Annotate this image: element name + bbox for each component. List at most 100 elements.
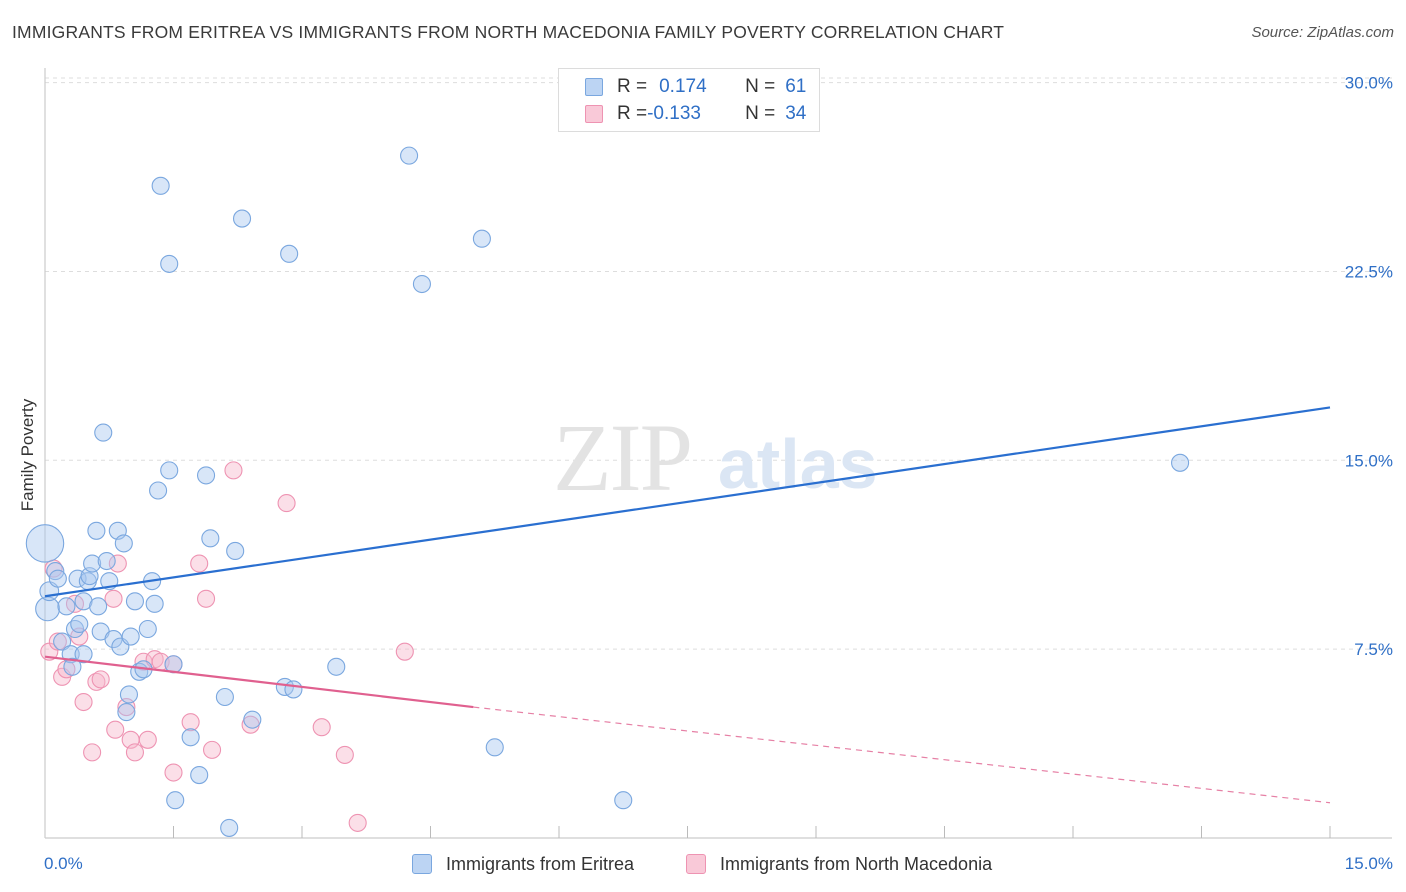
blue-data-point xyxy=(1171,453,1190,472)
pink-data-point xyxy=(164,763,183,782)
y-tick-label: 7.5% xyxy=(1354,640,1393,659)
legend-r-value: -0.133 xyxy=(647,103,701,124)
blue-data-point xyxy=(74,645,93,664)
pink-data-point xyxy=(48,632,67,651)
legend-n-value: 34 xyxy=(785,103,807,124)
correlation-legend: R = 0.174 N = 61 R = -0.133 N = 34 xyxy=(558,68,820,132)
pink-data-point xyxy=(91,670,110,689)
pink-data-point xyxy=(312,718,331,737)
watermark-atlas: atlas xyxy=(718,425,878,503)
series-legend: Immigrants from Eritrea Immigrants from … xyxy=(0,850,1406,880)
pink-data-point xyxy=(203,740,222,759)
pink-data-point xyxy=(108,554,127,573)
pink-data-point xyxy=(106,720,125,739)
blue-data-point xyxy=(151,176,170,195)
legend-row-eritrea: R = 0.174 N = 61 xyxy=(585,75,806,99)
blue-data-point xyxy=(181,728,200,747)
pink-data-point xyxy=(125,743,144,762)
pink-data-point xyxy=(335,745,354,764)
chart-title: IMMIGRANTS FROM ERITREA VS IMMIGRANTS FR… xyxy=(12,22,1005,42)
blue-data-point xyxy=(121,627,140,646)
blue-data-point xyxy=(149,481,168,500)
pink-data-point xyxy=(104,589,123,608)
pink-data-point xyxy=(197,589,216,608)
legend-swatch-blue xyxy=(585,78,603,96)
blue-data-point xyxy=(145,594,164,613)
legend-swatch-pink xyxy=(585,105,603,123)
watermark-zip: ZIP xyxy=(553,404,691,511)
blue-data-point xyxy=(97,551,116,571)
y-tick-label: 30.0% xyxy=(1345,74,1393,93)
x-tick-label-min: 0.0% xyxy=(44,854,83,873)
blue-data-point xyxy=(63,657,82,676)
legend-n-value: 61 xyxy=(785,76,807,97)
pink-data-point xyxy=(395,642,414,661)
legend-item-eritrea[interactable]: Immigrants from Eritrea xyxy=(412,850,634,878)
legend-r-label: R = xyxy=(617,103,648,124)
macedonia-trend-line xyxy=(44,655,474,709)
legend-swatch-pink xyxy=(686,854,706,874)
blue-data-point xyxy=(83,554,102,573)
blue-data-point xyxy=(114,534,133,553)
blue-data-point xyxy=(87,521,106,540)
pink-data-point xyxy=(138,730,157,749)
trend-lines xyxy=(44,406,1331,804)
pink-data-point xyxy=(348,813,367,832)
legend-n-label: N = xyxy=(745,76,776,97)
pink-data-point xyxy=(277,494,296,513)
tick-labels: 7.5% 15.0% 22.5% 30.0% 0.0% 15.0% xyxy=(44,74,1393,873)
grid-layer xyxy=(45,77,1392,650)
blue-data-point xyxy=(232,209,252,228)
legend-r-label: R = xyxy=(617,76,648,97)
blue-data-point xyxy=(57,597,76,616)
y-tick-label: 22.5% xyxy=(1345,262,1393,281)
blue-data-point xyxy=(485,738,504,757)
blue-data-point xyxy=(190,765,209,785)
blue-series-points xyxy=(25,146,1190,837)
blue-data-point xyxy=(117,703,136,722)
blue-data-point xyxy=(119,685,139,704)
blue-data-point xyxy=(400,146,419,165)
axis-layer xyxy=(44,68,1392,839)
blue-data-point xyxy=(48,569,67,588)
legend-row-macedonia: R = -0.133 N = 34 xyxy=(585,102,806,126)
watermark: ZIP atlas xyxy=(553,404,878,511)
blue-data-point xyxy=(138,619,157,639)
blue-data-point xyxy=(68,569,87,588)
legend-label-macedonia: Immigrants from North Macedonia xyxy=(720,853,993,874)
blue-data-point xyxy=(125,592,144,611)
legend-item-macedonia[interactable]: Immigrants from North Macedonia xyxy=(686,850,992,878)
pink-data-point xyxy=(224,461,243,480)
pink-data-point xyxy=(181,713,200,732)
pink-data-point xyxy=(190,554,209,573)
blue-data-point xyxy=(614,791,633,810)
blue-data-point xyxy=(74,592,93,611)
blue-data-point xyxy=(226,541,245,560)
legend-label-eritrea: Immigrants from Eritrea xyxy=(446,853,635,874)
blue-data-point xyxy=(25,524,65,563)
blue-data-point xyxy=(280,244,299,263)
legend-r-value: 0.174 xyxy=(659,76,707,97)
pink-data-point xyxy=(83,743,102,762)
x-tick-label-max: 15.0% xyxy=(1345,854,1393,873)
blue-data-point xyxy=(284,680,303,699)
blue-data-point xyxy=(94,423,113,442)
blue-data-point xyxy=(472,229,491,248)
blue-data-point xyxy=(53,632,72,651)
legend-swatch-blue xyxy=(412,854,432,874)
blue-data-point xyxy=(243,710,262,729)
pink-series-points xyxy=(40,461,414,832)
pink-data-point xyxy=(74,692,93,712)
blue-data-point xyxy=(166,791,185,810)
blue-data-point xyxy=(327,657,346,676)
blue-data-point xyxy=(160,254,179,273)
eritrea-trend-line xyxy=(44,406,1331,598)
source-label: Source: ZipAtlas.com xyxy=(1251,24,1394,41)
blue-data-point xyxy=(412,274,431,294)
blue-data-point xyxy=(220,818,239,837)
blue-data-point xyxy=(70,614,89,634)
blue-data-point xyxy=(197,466,216,485)
blue-data-point xyxy=(201,529,220,548)
blue-data-point xyxy=(160,461,179,480)
